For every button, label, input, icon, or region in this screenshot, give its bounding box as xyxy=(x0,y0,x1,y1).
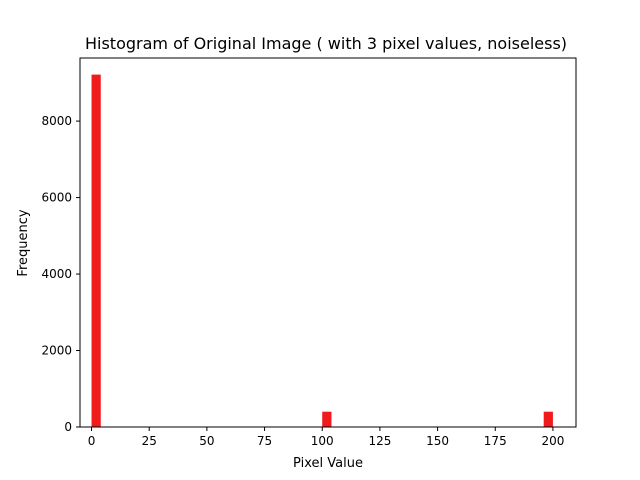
y-axis-label: Frequency xyxy=(16,209,31,276)
x-tick-label: 50 xyxy=(199,434,214,448)
y-tick-label: 8000 xyxy=(41,114,72,128)
chart-title: Histogram of Original Image ( with 3 pix… xyxy=(85,34,567,53)
plot-frame xyxy=(79,57,577,428)
x-tick-label: 25 xyxy=(142,434,157,448)
x-tick-label: 200 xyxy=(541,434,564,448)
y-tick-label: 4000 xyxy=(41,267,72,281)
histogram-bar-0 xyxy=(91,74,101,427)
x-axis-label: Pixel Value xyxy=(293,456,363,471)
histogram-bar-1 xyxy=(322,411,332,427)
y-tick-label: 2000 xyxy=(41,344,72,358)
x-axis-ticks: 0 25 50 75 100 125 150 175 200 xyxy=(88,427,564,448)
x-tick-label: 125 xyxy=(368,434,391,448)
y-tick-label: 0 xyxy=(64,420,72,434)
bars-group xyxy=(91,74,553,427)
x-tick-label: 75 xyxy=(257,434,272,448)
x-tick-label: 150 xyxy=(426,434,449,448)
x-tick-label: 0 xyxy=(88,434,96,448)
histogram-bar-2 xyxy=(543,411,553,427)
x-tick-label: 100 xyxy=(311,434,334,448)
x-tick-label: 175 xyxy=(484,434,507,448)
y-tick-label: 6000 xyxy=(41,191,72,205)
y-axis-ticks: 0 2000 4000 6000 8000 xyxy=(41,114,80,434)
